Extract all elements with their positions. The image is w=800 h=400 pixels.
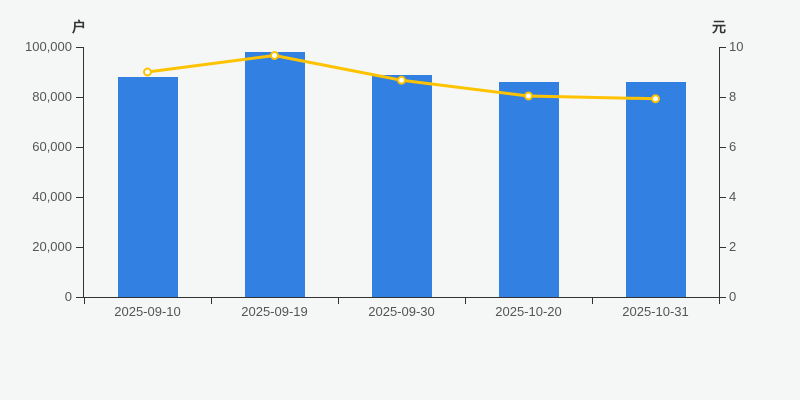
left-axis-tick: [76, 247, 83, 248]
right-axis-line: [719, 47, 720, 297]
holder-count-bar[interactable]: [244, 51, 305, 297]
price-line-point[interactable]: [143, 67, 152, 77]
holder-count-bar[interactable]: [498, 82, 559, 297]
left-axis-tick-label: 40,000: [32, 189, 72, 204]
left-axis-tick: [76, 297, 83, 298]
right-axis-tick: [720, 247, 726, 248]
left-axis-tick-label: 100,000: [25, 39, 72, 54]
right-axis-tick: [720, 197, 726, 198]
x-axis-category-label: 2025-10-20: [495, 304, 562, 319]
x-axis-tick: [719, 298, 720, 304]
x-axis-category-label: 2025-09-19: [241, 304, 308, 319]
x-axis-tick: [84, 298, 85, 304]
x-axis-tick: [465, 298, 466, 304]
right-axis-tick: [720, 147, 726, 148]
left-axis-tick: [76, 197, 83, 198]
price-line-point[interactable]: [397, 75, 406, 85]
price-line-point[interactable]: [651, 94, 660, 104]
right-axis-tick-label: 8: [729, 89, 737, 104]
right-axis-tick-label: 10: [729, 39, 744, 54]
left-axis-tick: [76, 147, 83, 148]
right-axis-tick: [720, 47, 726, 48]
x-axis-category-label: 2025-09-10: [114, 304, 181, 319]
right-axis-tick-label: 6: [729, 139, 737, 154]
price-line-point[interactable]: [524, 91, 533, 101]
right-axis-unit-label: 元: [712, 19, 726, 35]
right-axis-tick-label: 0: [729, 289, 737, 304]
right-axis-tick-label: 4: [729, 189, 737, 204]
x-axis-tick: [211, 298, 212, 304]
left-axis-line: [83, 47, 84, 297]
left-axis-unit-label: 户: [72, 19, 86, 35]
left-axis-tick: [76, 97, 83, 98]
left-axis-tick: [76, 47, 83, 48]
holder-count-bar[interactable]: [117, 76, 178, 297]
left-axis-tick-label: 20,000: [32, 239, 72, 254]
x-axis-tick: [592, 298, 593, 304]
left-axis-tick-label: 80,000: [32, 89, 72, 104]
left-axis-tick-label: 60,000: [32, 139, 72, 154]
left-axis-tick-label: 0: [64, 289, 72, 304]
right-axis-tick: [720, 97, 726, 98]
right-axis-tick: [720, 297, 726, 298]
holder-count-bar[interactable]: [371, 75, 432, 297]
holder-count-bar[interactable]: [625, 81, 686, 297]
x-axis-category-label: 2025-09-30: [368, 304, 435, 319]
x-axis-line: [83, 297, 720, 298]
right-axis-tick-label: 2: [729, 239, 737, 254]
x-axis-category-label: 2025-10-31: [622, 304, 689, 319]
x-axis-tick: [338, 298, 339, 304]
price-line-point[interactable]: [270, 51, 279, 60]
